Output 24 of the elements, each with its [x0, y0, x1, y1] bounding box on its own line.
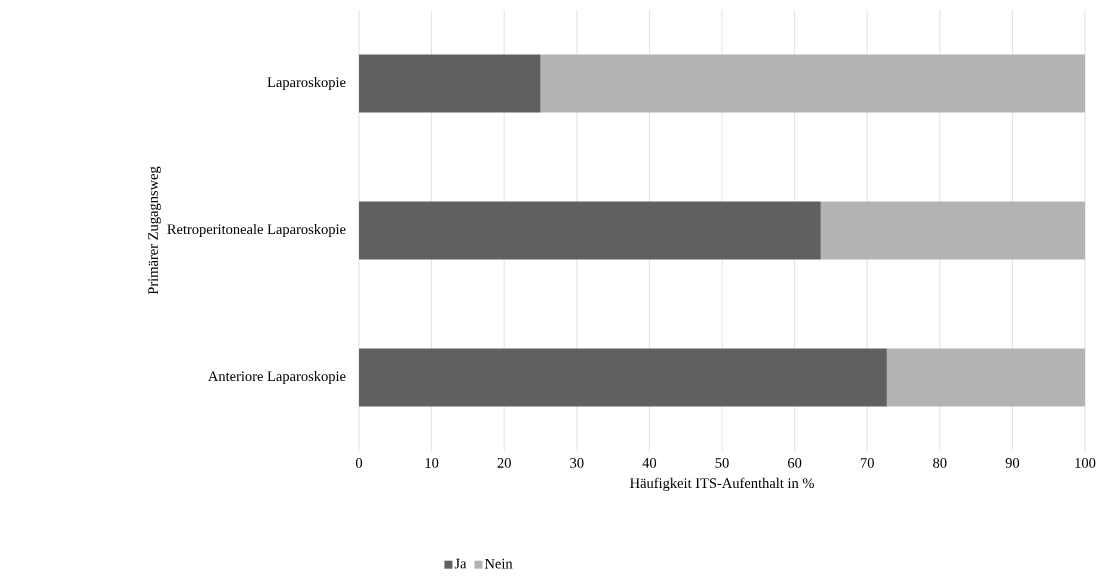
bar: [820, 201, 1086, 260]
x-tick-label: 20: [497, 458, 511, 468]
y-tick-label: Retroperitoneale Laparoskopie: [167, 223, 346, 238]
y-tick-label: Anteriore Laparoskopie: [208, 370, 346, 385]
bar: [359, 348, 887, 407]
x-tick-label: 100: [1075, 458, 1096, 468]
bar: [359, 201, 821, 260]
x-tick-label: 50: [715, 458, 729, 468]
legend-label: Nein: [484, 558, 513, 569]
x-tick-label: 30: [570, 458, 584, 468]
x-tick-label: 60: [787, 458, 802, 468]
x-tick-label: 10: [425, 458, 439, 468]
y-axis-title: Primärer Zugagnsweg: [148, 166, 161, 295]
x-tick-label: 70: [860, 458, 874, 468]
legend-label: Ja: [454, 558, 467, 569]
bar: [540, 54, 1086, 113]
bar: [886, 348, 1086, 407]
y-tick-label: Laparoskopie: [267, 76, 346, 91]
x-tick-label: 90: [1005, 458, 1020, 468]
bar: [359, 54, 541, 113]
x-axis-title: Häufigkeit ITS-Aufenthalt in %: [630, 477, 814, 491]
x-tick-label: 80: [933, 458, 947, 468]
x-tick-label: 40: [642, 458, 657, 468]
x-tick-label: 0: [355, 458, 363, 468]
